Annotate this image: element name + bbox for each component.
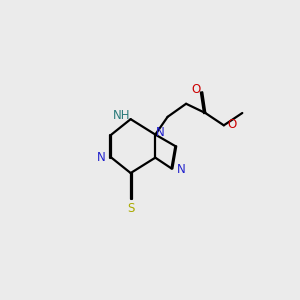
Text: S: S — [127, 202, 134, 215]
Text: O: O — [191, 83, 201, 96]
Text: NH: NH — [113, 109, 130, 122]
Text: O: O — [227, 118, 236, 131]
Text: N: N — [97, 151, 106, 164]
Text: N: N — [177, 164, 186, 176]
Text: N: N — [156, 126, 165, 139]
